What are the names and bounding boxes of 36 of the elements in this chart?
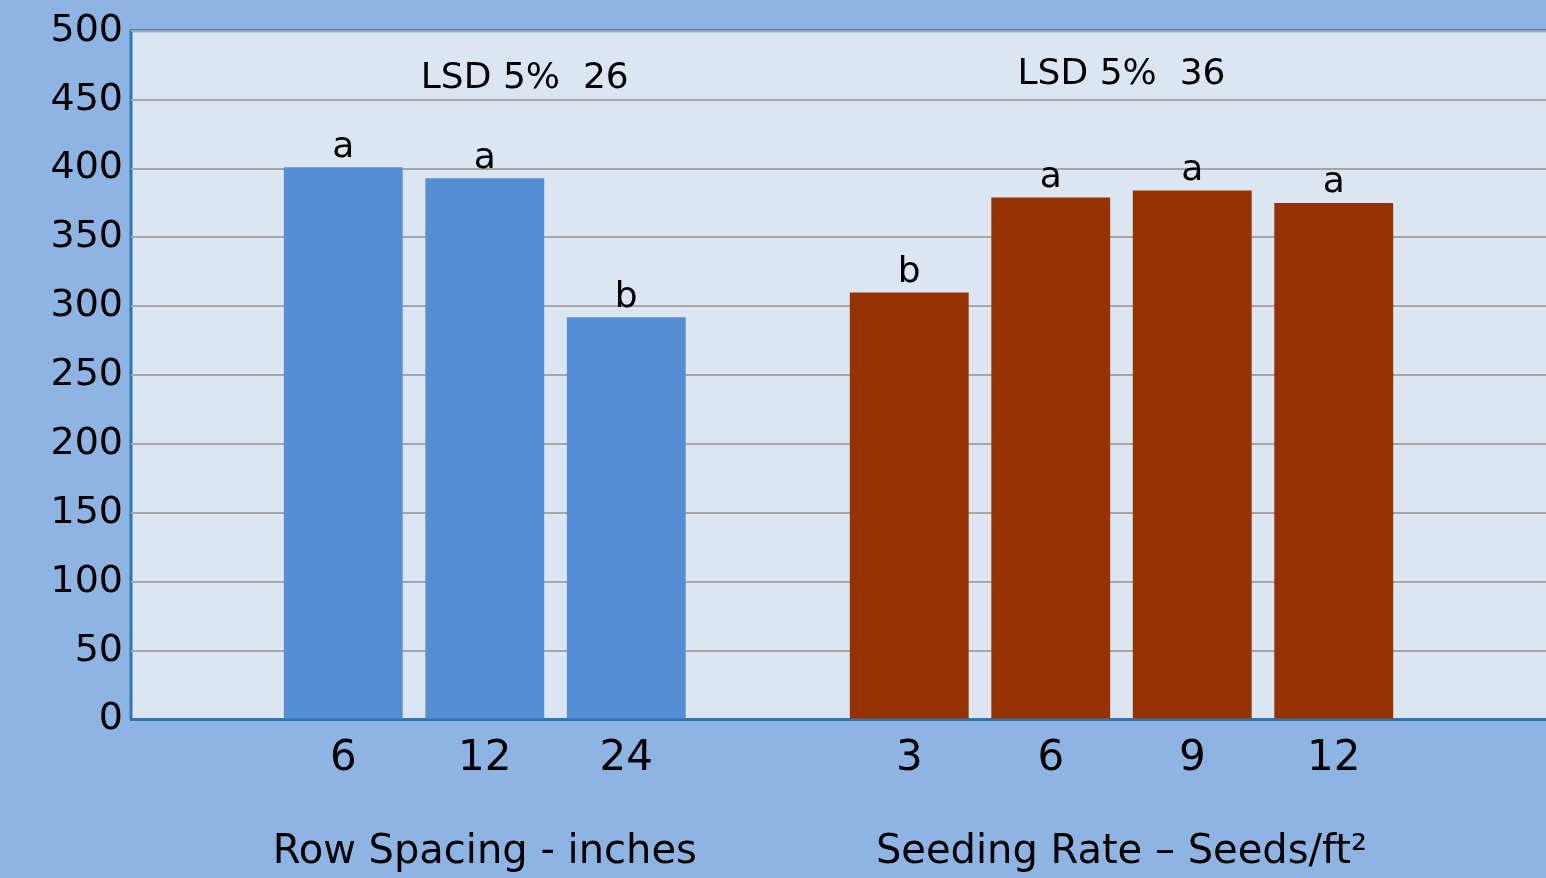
annotation: LSD 5% 36 (1017, 51, 1226, 93)
bar (1132, 190, 1252, 719)
bar (1274, 203, 1394, 719)
x-tick-label: 12 (1307, 730, 1361, 780)
y-tick-label: 400 (50, 143, 123, 188)
data-label: a (1181, 146, 1204, 188)
data-label: b (614, 273, 638, 315)
y-tick-label: 450 (50, 74, 123, 119)
y-tick-label: 500 (50, 5, 123, 50)
data-label: b (897, 248, 921, 290)
y-tick-label: 250 (50, 350, 123, 395)
x-tick-label: 9 (1178, 730, 1206, 780)
x-tick-label: 24 (599, 730, 653, 780)
bar (425, 178, 545, 719)
y-tick-label: 150 (50, 487, 123, 532)
y-tick-label: 350 (50, 212, 123, 257)
bar (283, 167, 403, 719)
data-label: a (473, 134, 496, 176)
text: Row Spacing - inches (272, 826, 697, 873)
x-tick-label: 3 (895, 730, 923, 780)
data-label: a (1039, 153, 1062, 195)
y-tick-label: 100 (50, 556, 123, 601)
bar (566, 317, 686, 719)
x-tick-label: 12 (458, 730, 512, 780)
x-tick-label: 6 (1037, 730, 1065, 780)
bar (849, 292, 969, 719)
data-label: a (1322, 159, 1345, 201)
data-label: a (332, 123, 355, 165)
y-tick-label: 0 (98, 694, 123, 739)
y-tick-label: 50 (74, 625, 123, 670)
x-tick-label: 6 (329, 730, 357, 780)
y-tick-label: 200 (50, 418, 123, 463)
bar (991, 197, 1111, 719)
annotation: LSD 5% 26 (420, 55, 629, 97)
y-tick-label: 300 (50, 281, 123, 326)
text: Seeding Rate – Seeds/ft² (875, 826, 1368, 873)
